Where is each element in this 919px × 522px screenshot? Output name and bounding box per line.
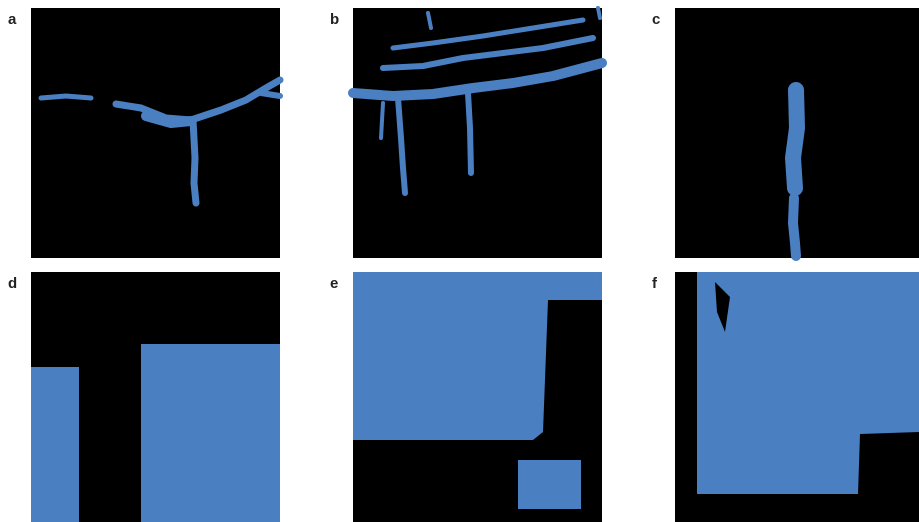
panel-image	[353, 8, 602, 258]
panel-image	[31, 272, 280, 522]
panel-image	[675, 8, 919, 258]
panel-image	[675, 272, 919, 522]
panel-label: f	[652, 275, 658, 292]
panel-image	[353, 272, 602, 522]
figure-page: a b c d e f	[0, 0, 919, 522]
panel-label: d	[8, 275, 17, 292]
figure: a b c d e f	[0, 0, 919, 522]
panel-label: b	[330, 11, 339, 28]
panel-label: c	[652, 11, 660, 28]
panel-label: e	[330, 275, 338, 292]
panel-label: a	[8, 11, 17, 28]
panel-image	[31, 8, 280, 258]
